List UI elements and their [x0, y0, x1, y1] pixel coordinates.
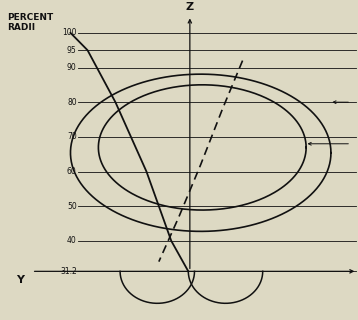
Text: 100: 100	[62, 28, 77, 37]
Text: Z: Z	[186, 2, 194, 12]
Text: 40: 40	[67, 236, 77, 245]
Text: RADII: RADII	[7, 22, 35, 31]
Text: PERCENT: PERCENT	[7, 13, 53, 22]
Text: 90: 90	[67, 63, 77, 72]
Text: 80: 80	[67, 98, 77, 107]
Text: 70: 70	[67, 132, 77, 141]
Text: 95: 95	[67, 46, 77, 55]
Text: 60: 60	[67, 167, 77, 176]
Text: Y: Y	[16, 275, 24, 285]
Text: 31.2: 31.2	[60, 267, 77, 276]
Text: 50: 50	[67, 202, 77, 211]
